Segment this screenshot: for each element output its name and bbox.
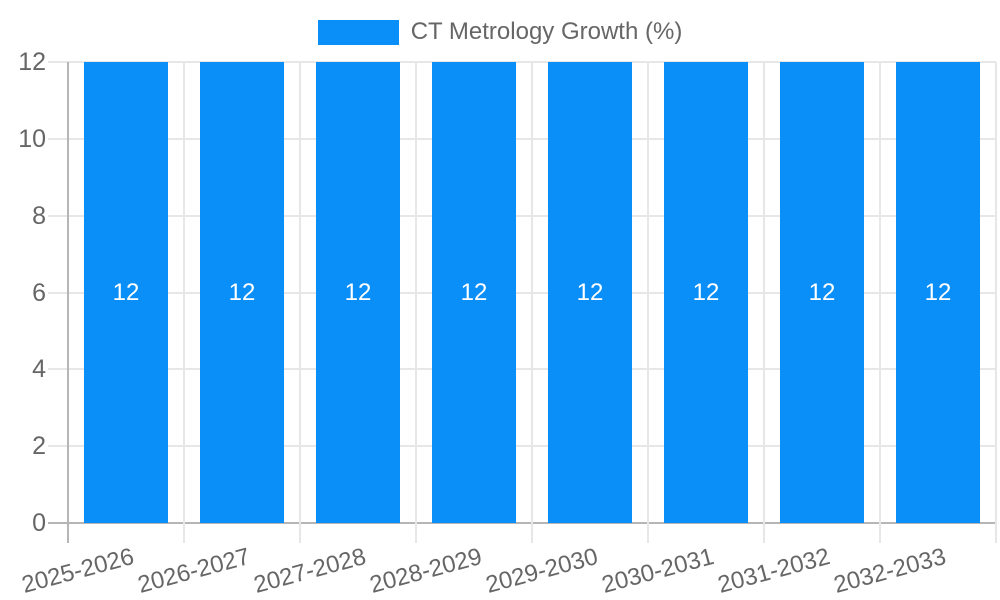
- x-tick-label: 2029-2030: [483, 543, 601, 599]
- bar-value-label: 12: [808, 278, 836, 306]
- y-tick-label: 6: [32, 278, 46, 307]
- y-tick-label: 12: [18, 48, 46, 76]
- y-gridline: [48, 137, 996, 140]
- bar-value-label: 12: [692, 278, 720, 306]
- chart-legend[interactable]: CT Metrology Growth (%): [0, 18, 1000, 46]
- bar: 12: [780, 62, 864, 523]
- bar: 12: [432, 62, 516, 523]
- x-gridline: [879, 62, 881, 543]
- bar-value-label: 12: [460, 278, 488, 306]
- y-gridline: [48, 61, 996, 63]
- x-tick-label: 2031-2032: [715, 543, 833, 599]
- bar-value-label: 12: [344, 278, 372, 306]
- legend-swatch-icon: [317, 19, 399, 45]
- y-gridline: [48, 291, 996, 294]
- x-gridline: [415, 62, 417, 543]
- x-tick-label: 2030-2031: [599, 543, 717, 599]
- bar-value-label: 12: [576, 278, 604, 306]
- y-gridline: [48, 445, 996, 448]
- bar: 12: [200, 62, 284, 523]
- y-tick-label: 8: [32, 201, 46, 230]
- y-tick-label: 4: [32, 355, 46, 384]
- y-tick-label: 10: [18, 124, 46, 153]
- bar-value-label: 12: [924, 278, 952, 306]
- x-gridline: [299, 62, 301, 543]
- y-axis-line: [67, 62, 69, 543]
- bar: 12: [896, 62, 980, 523]
- y-gridline: [48, 368, 996, 371]
- x-tick-label: 2025-2026: [19, 543, 137, 599]
- x-tick-label: 2028-2029: [367, 543, 485, 599]
- bar: 12: [548, 62, 632, 523]
- x-gridline: [531, 62, 533, 543]
- bar-value-label: 12: [112, 278, 140, 306]
- x-tick-label: 2026-2027: [135, 543, 253, 599]
- x-axis-baseline: [48, 522, 996, 524]
- x-gridline: [647, 62, 649, 543]
- x-tick-label: 2032-2033: [831, 543, 949, 599]
- y-tick-label: 2: [32, 432, 46, 461]
- x-gridline: [763, 62, 765, 543]
- bar: 12: [84, 62, 168, 523]
- bar: 12: [316, 62, 400, 523]
- x-gridline: [183, 62, 185, 543]
- bar-value-label: 12: [228, 278, 256, 306]
- x-tick-label: 2027-2028: [251, 543, 369, 599]
- legend-label: CT Metrology Growth (%): [410, 18, 683, 45]
- y-tick-label: 0: [32, 509, 46, 537]
- y-gridline: [48, 214, 996, 217]
- bar: 12: [664, 62, 748, 523]
- x-gridline: [995, 62, 997, 543]
